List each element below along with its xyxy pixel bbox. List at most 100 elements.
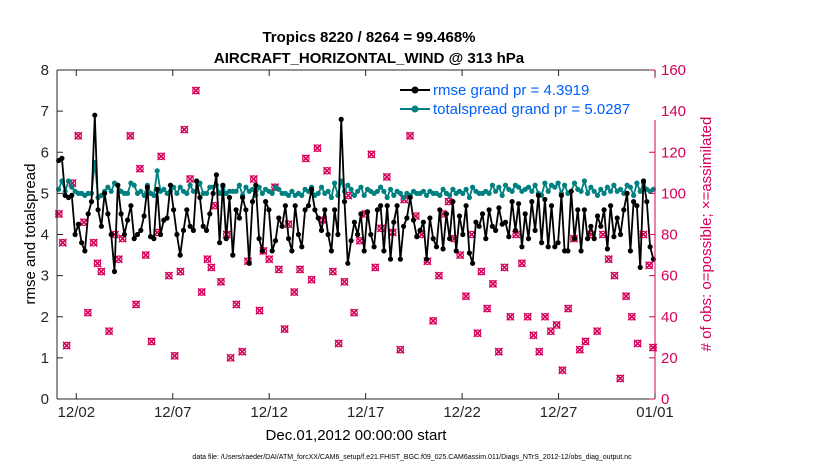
obs-possible-marker bbox=[232, 300, 241, 309]
rmse-point bbox=[282, 203, 288, 209]
obs-marker bbox=[176, 267, 185, 276]
rmse-point bbox=[125, 217, 131, 223]
rmse-point bbox=[249, 199, 256, 205]
y-tick-label-right: 120 bbox=[661, 144, 686, 161]
totalspread-point bbox=[460, 190, 466, 196]
rmse-point bbox=[427, 215, 433, 221]
obs-possible-marker bbox=[89, 238, 98, 247]
obs-assimilated-marker bbox=[477, 267, 486, 276]
rmse-point bbox=[608, 203, 614, 209]
obs-marker bbox=[147, 337, 156, 346]
obs-assimilated-marker bbox=[376, 224, 386, 233]
rmse-point bbox=[240, 194, 246, 201]
rmse-point bbox=[578, 248, 584, 254]
obs-marker bbox=[500, 263, 509, 272]
totalspread-point bbox=[381, 188, 387, 194]
obs-possible-marker bbox=[340, 277, 349, 286]
rmse-point bbox=[381, 248, 387, 254]
x-tick-label: 12/22 bbox=[443, 404, 481, 421]
rmse-point bbox=[552, 244, 558, 250]
obs-assimilated-marker bbox=[226, 353, 235, 363]
obs-marker bbox=[131, 300, 141, 309]
rmse-point bbox=[272, 238, 279, 244]
y-tick-label-right: 80 bbox=[661, 227, 678, 244]
rmse-point bbox=[223, 236, 229, 242]
totalspread-point bbox=[217, 190, 223, 196]
x-tick-label: 12/17 bbox=[347, 404, 385, 421]
rmse-point bbox=[486, 207, 492, 213]
rmse-point bbox=[128, 203, 134, 209]
obs-possible-marker bbox=[141, 251, 150, 259]
rmse-point bbox=[115, 182, 121, 188]
obs-marker bbox=[322, 166, 332, 175]
obs-possible-marker bbox=[371, 263, 380, 272]
x-tick-label: 12/12 bbox=[250, 404, 288, 421]
totalspread-point bbox=[440, 186, 446, 192]
y-tick-label-right: 0 bbox=[661, 391, 669, 408]
totalspread-point bbox=[611, 182, 617, 188]
rmse-point bbox=[302, 207, 308, 213]
rmse-point bbox=[118, 211, 124, 217]
rmse-point bbox=[157, 231, 164, 238]
obs-marker bbox=[610, 271, 619, 280]
footnote: data file: /Users/raeder/DAI/ATM_forcXX/… bbox=[192, 454, 632, 461]
totalspread-point bbox=[499, 192, 505, 198]
rmse-point bbox=[345, 260, 351, 266]
obs-assimilated-marker bbox=[83, 308, 93, 317]
rmse-point bbox=[617, 231, 624, 238]
rmse-point bbox=[539, 240, 545, 246]
legend-spread-marker bbox=[411, 105, 419, 113]
rmse-point bbox=[279, 223, 285, 229]
rmse-point bbox=[154, 186, 160, 192]
rmse-point bbox=[253, 182, 259, 188]
obs-possible-marker bbox=[170, 352, 179, 360]
obs-marker bbox=[157, 152, 166, 161]
obs-marker bbox=[328, 267, 338, 276]
totalspread-point bbox=[154, 168, 160, 174]
y-tick-label-right: 100 bbox=[661, 185, 686, 202]
obs-marker bbox=[382, 172, 392, 182]
obs-possible-marker bbox=[377, 224, 385, 233]
y-tick-label-left: 7 bbox=[41, 103, 49, 120]
totalspread-point bbox=[105, 184, 111, 190]
obs-assimilated-marker bbox=[110, 230, 120, 239]
rmse-point bbox=[197, 194, 203, 201]
obs-assimilated-marker bbox=[216, 277, 226, 286]
obs-marker bbox=[604, 255, 613, 264]
obs-possible-marker bbox=[296, 265, 304, 274]
totalspread-point bbox=[470, 184, 476, 190]
legend-spread-label: totalspread grand pr = 5.0287 bbox=[433, 101, 630, 118]
rmse-point bbox=[243, 207, 249, 213]
obs-possible-marker bbox=[329, 267, 337, 276]
rmse-point bbox=[332, 207, 338, 213]
totalspread-point bbox=[387, 186, 394, 192]
obs-marker bbox=[473, 329, 482, 338]
rmse-point bbox=[473, 219, 479, 225]
rmse-point bbox=[460, 231, 466, 238]
rmse-point bbox=[598, 223, 604, 229]
rmse-point bbox=[138, 227, 144, 233]
obs-marker bbox=[170, 351, 179, 360]
obs-marker bbox=[226, 353, 235, 363]
totalspread-point bbox=[378, 184, 384, 190]
rmse-point bbox=[79, 240, 85, 246]
rmse-point bbox=[226, 194, 233, 201]
rmse-point bbox=[489, 223, 495, 229]
totalspread-point bbox=[69, 184, 75, 190]
totalspread-point bbox=[571, 180, 578, 186]
rmse-point bbox=[348, 238, 354, 244]
y-tick-label-left: 4 bbox=[41, 227, 49, 244]
rmse-point bbox=[581, 207, 588, 213]
rmse-point bbox=[450, 199, 456, 205]
obs-assimilated-marker bbox=[382, 172, 392, 182]
obs-possible-marker bbox=[350, 308, 358, 317]
obs-possible-marker bbox=[157, 152, 165, 161]
obs-assimilated-marker bbox=[575, 345, 584, 354]
rmse-point bbox=[171, 207, 177, 213]
rmse-point bbox=[591, 236, 597, 242]
totalspread-point bbox=[552, 184, 558, 190]
rmse-point bbox=[401, 223, 407, 229]
rmse-point bbox=[397, 256, 403, 262]
rmse-point bbox=[637, 264, 643, 270]
totalspread-point bbox=[496, 184, 502, 190]
